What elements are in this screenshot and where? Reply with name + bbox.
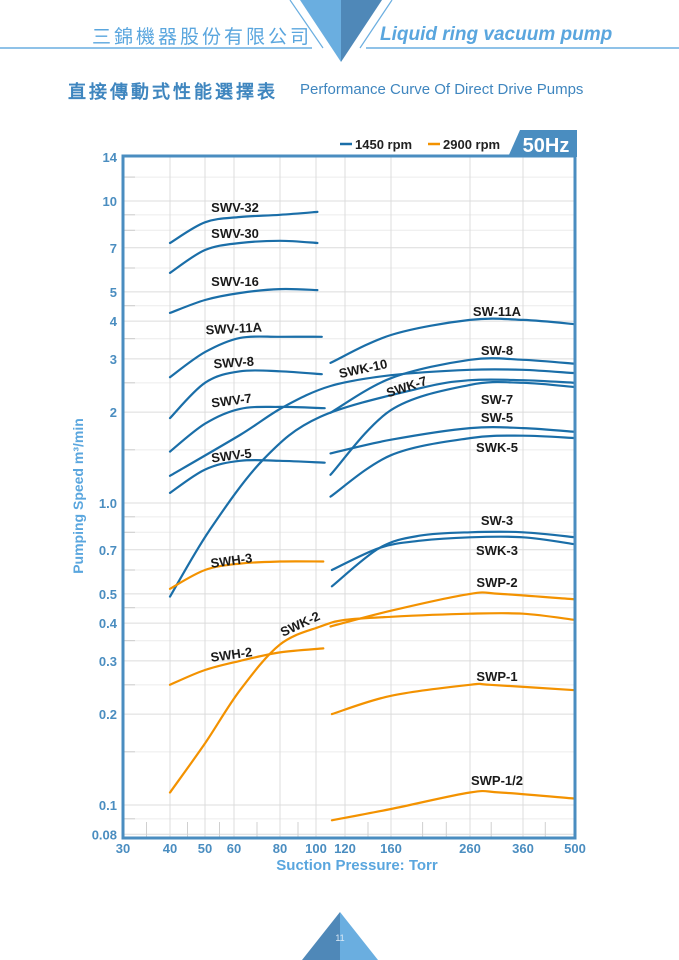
- curve-labels: SWV-32 SWV-30 SWV-16 SWV-11A SWV-8 SWV-7 SWV-5…: [205, 200, 523, 788]
- y-tick-label: 0.4: [99, 616, 118, 631]
- header-triangle-dark: [341, 0, 382, 62]
- x-tick-label: 40: [163, 841, 177, 856]
- x-tick-label: 160: [380, 841, 402, 856]
- x-tick-label: 30: [116, 841, 130, 856]
- curve-swp-1: [330, 682, 577, 716]
- page-title-chinese: 直接傳動式性能選擇表: [68, 82, 278, 103]
- curve-swh-2: [168, 647, 325, 686]
- curve-sw-5: [329, 426, 577, 455]
- y-tick-label: 7: [110, 241, 117, 256]
- curve-swv-5: [168, 458, 326, 494]
- curve-label: SWP-1: [476, 669, 517, 684]
- curve-sw-11a: [329, 317, 577, 364]
- y-tick-label: 0.5: [99, 587, 117, 602]
- y-tick-label: 5: [110, 285, 117, 300]
- x-tick-label: 120: [334, 841, 356, 856]
- curve-label: SWV-7: [210, 391, 252, 411]
- curve-label: SWV-8: [213, 354, 254, 372]
- curve-label: SWP-1/2: [471, 773, 523, 788]
- curve-label: SWH-2: [210, 644, 254, 665]
- y-tick-label: 0.1: [99, 798, 117, 813]
- curve-label: SWV-5: [210, 446, 252, 466]
- curve-swk-3: [330, 535, 577, 572]
- x-tick-label: 100: [305, 841, 327, 856]
- legend-label-2900: 2900 rpm: [443, 137, 500, 152]
- x-tick-label: 50: [198, 841, 212, 856]
- page-number: 11: [335, 933, 345, 943]
- y-tick-label: 3: [110, 352, 117, 367]
- footer-triangle: [302, 912, 378, 960]
- curve-label: SWH-3: [210, 550, 254, 571]
- y-tick-label: 4: [110, 314, 118, 329]
- curve-sw-8: [329, 357, 577, 414]
- curve-swp-1-2: [330, 789, 577, 822]
- curve-label: SW-7: [481, 392, 513, 407]
- curve-label: SW-5: [481, 410, 513, 425]
- y-tick-label: 2: [110, 405, 117, 420]
- x-tick-label: 500: [564, 841, 586, 856]
- frequency-badge: [508, 130, 577, 157]
- curve-swv-16: [168, 287, 319, 314]
- curve-swv-8: [168, 369, 323, 420]
- curve-label: SWV-11A: [205, 320, 263, 338]
- curve-swv-11a: [168, 335, 323, 379]
- header-diagonal-left: [289, 0, 324, 49]
- y-tick-label: 0.2: [99, 707, 117, 722]
- y-tick-labels: 14 10 7 5 4 3 2 1.0 0.7 0.5 0.4 0.3 0.2 0.1 0.08: [92, 150, 118, 842]
- curve-label: SWV-16: [211, 274, 259, 289]
- legend: 1450 rpm 2900 rpm 50Hz: [340, 130, 577, 157]
- y-tick-label: 0.7: [99, 543, 117, 558]
- performance-chart: SWV-32 SWV-30 SWV-16 SWV-11A SWV-8 SWV-7 SWV-5…: [92, 130, 586, 856]
- curve-sw-7: [329, 380, 577, 476]
- curve-swv-7: [168, 405, 326, 453]
- y-tick-label: 0.3: [99, 654, 117, 669]
- footer-triangle-light: [340, 912, 378, 960]
- x-tick-label: 80: [273, 841, 287, 856]
- header-banner: [0, 0, 679, 62]
- tagline: Liquid ring vacuum pump: [380, 24, 613, 45]
- curve-swk-2: [168, 612, 577, 794]
- plot-frame: [121, 154, 577, 840]
- curve-label: SW-11A: [473, 304, 522, 319]
- curve-swp-2: [329, 591, 577, 628]
- curve-swv-30: [168, 239, 319, 274]
- curve-label: SW-3: [481, 513, 513, 528]
- frequency-badge-label: 50Hz: [523, 135, 570, 157]
- page-title-english: Performance Curve Of Direct Drive Pumps: [300, 81, 584, 98]
- y-tick-label: 0.08: [92, 827, 117, 842]
- y-tick-label: 10: [103, 194, 117, 209]
- curve-label: SWK-3: [476, 543, 518, 558]
- x-tick-labels: 30 40 50 60 80 100 120 160 260 360 500: [116, 841, 586, 856]
- curve-swv-32: [168, 210, 319, 245]
- header-triangle-light: [300, 0, 341, 62]
- header-diagonal-right: [359, 0, 393, 49]
- x-tick-label: 60: [227, 841, 241, 856]
- footer-triangle-dark: [302, 912, 340, 960]
- curves: [168, 210, 577, 822]
- x-tick-label: 260: [459, 841, 481, 856]
- y-tick-label: 14: [103, 150, 118, 165]
- curve-swh-3: [168, 560, 325, 590]
- curve-label: SWV-30: [211, 226, 259, 241]
- curve-label: SWV-32: [211, 200, 259, 215]
- curve-swk-10: [168, 368, 577, 477]
- x-tick-label: 360: [512, 841, 534, 856]
- curve-swk-7: [168, 378, 577, 598]
- curve-swk-5: [329, 434, 577, 498]
- y-tick-label: 1.0: [99, 496, 117, 511]
- x-axis-title: Suction Pressure: Torr: [276, 857, 438, 874]
- curve-label: SWK-5: [476, 440, 518, 455]
- y-axis-title: Pumping Speed m³/min: [70, 418, 86, 574]
- curve-label: SW-8: [481, 343, 513, 358]
- curve-label: SWP-2: [476, 575, 517, 590]
- company-name: 三錦機器股份有限公司: [92, 26, 313, 48]
- legend-label-1450: 1450 rpm: [355, 137, 412, 152]
